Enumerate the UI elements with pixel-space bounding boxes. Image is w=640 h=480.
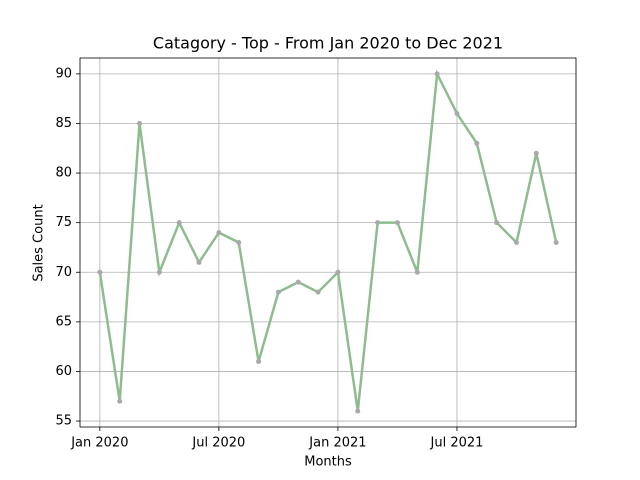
marker bbox=[533, 150, 539, 156]
y-tick-label: 90 bbox=[55, 66, 72, 81]
marker bbox=[394, 220, 400, 226]
marker bbox=[474, 140, 480, 146]
marker bbox=[434, 71, 440, 77]
marker bbox=[553, 240, 559, 245]
y-tick-label: 70 bbox=[55, 265, 72, 280]
y-tick-label: 65 bbox=[55, 314, 72, 329]
marker bbox=[176, 220, 182, 226]
marker bbox=[454, 111, 460, 117]
y-axis-label: Sales Count bbox=[32, 204, 47, 281]
marker bbox=[137, 120, 143, 126]
x-tick-label: Jul 2020 bbox=[191, 436, 245, 451]
line bbox=[98, 69, 558, 412]
marker bbox=[256, 359, 262, 365]
plot-frame bbox=[79, 57, 577, 428]
marker bbox=[513, 240, 519, 245]
marker bbox=[335, 269, 341, 275]
marker bbox=[494, 220, 500, 226]
y-tick-label: 75 bbox=[55, 215, 72, 230]
marker bbox=[414, 269, 420, 275]
x-axis-label: Months bbox=[304, 455, 352, 470]
marker bbox=[117, 398, 123, 404]
marker bbox=[236, 240, 242, 245]
y-tick-label: 60 bbox=[55, 364, 72, 379]
chart-title: Catagory - Top - From Jan 2020 to Dec 20… bbox=[153, 34, 503, 53]
x-tick-label: Jan 2021 bbox=[308, 436, 366, 451]
marker bbox=[375, 220, 381, 226]
marker bbox=[275, 289, 281, 295]
marker bbox=[97, 269, 103, 275]
marker bbox=[355, 408, 361, 414]
y-tick-label: 80 bbox=[55, 166, 72, 181]
y-tick-label: 85 bbox=[55, 116, 72, 131]
marker bbox=[216, 230, 222, 236]
marker bbox=[295, 279, 301, 285]
x-tick-label: Jan 2020 bbox=[70, 436, 128, 451]
y-tick-label: 55 bbox=[55, 414, 72, 429]
marker bbox=[315, 289, 321, 295]
marker bbox=[156, 269, 162, 275]
marker bbox=[196, 259, 202, 265]
x-tick-label: Jul 2021 bbox=[430, 436, 484, 451]
